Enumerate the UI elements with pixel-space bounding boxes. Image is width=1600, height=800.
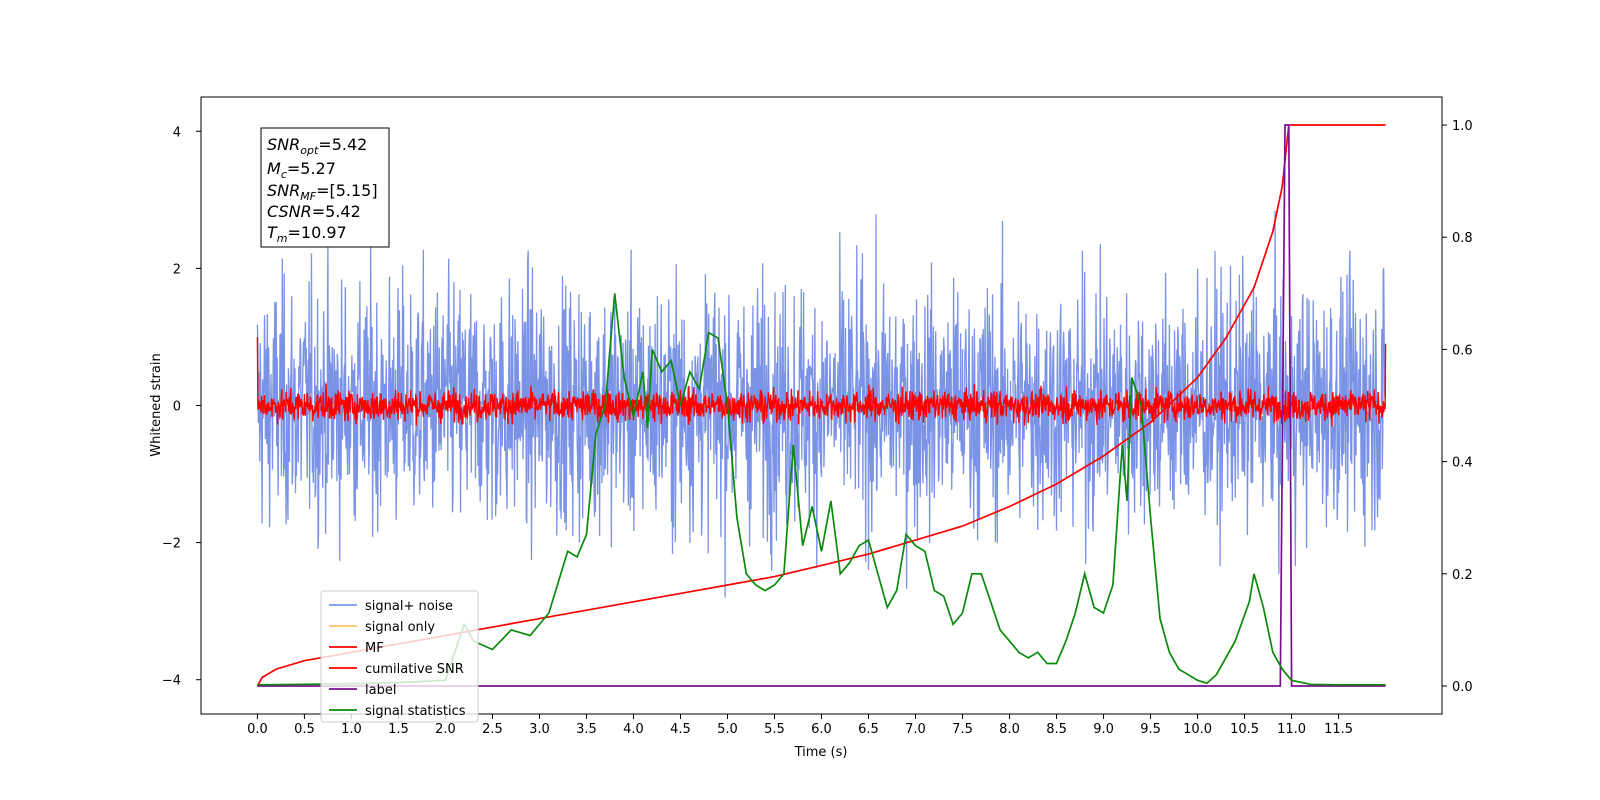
x-tick-label: 0.0: [247, 722, 268, 737]
x-tick-label: 6.0: [811, 722, 832, 737]
series-label: [257, 124, 1386, 687]
x-tick-label: 9.0: [1093, 722, 1114, 737]
y-left-tick-label: 4: [173, 125, 181, 140]
x-tick-label: 8.5: [1046, 722, 1067, 737]
annotation-box: SNRopt=5.42 Mc=5.27 SNRMF=[5.15] CSNR=5.…: [260, 127, 390, 248]
y-left-tick-label: −4: [162, 674, 181, 689]
legend-label: MF: [365, 641, 384, 656]
x-tick-label: 10.0: [1183, 722, 1212, 737]
annotation-snr-opt: SNRopt=5.42: [267, 135, 367, 157]
x-tick-label: 8.0: [999, 722, 1020, 737]
annotation-csnr: CSNR=5.42: [267, 202, 361, 221]
legend-label: cumilative SNR: [365, 662, 464, 677]
x-tick-label: 6.5: [858, 722, 879, 737]
series-mf: [256, 336, 1387, 427]
x-tick-label: 7.0: [905, 722, 926, 737]
y-left-tick-label: 2: [173, 262, 181, 277]
x-tick-label: 10.5: [1230, 722, 1259, 737]
legend-box: [320, 590, 479, 723]
y-left-tick-label: −2: [162, 537, 181, 552]
x-tick-label: 2.5: [482, 722, 503, 737]
y-right-tick-label: 1.0: [1452, 119, 1473, 134]
annotation-mc: Mc=5.27: [267, 159, 336, 181]
x-tick-label: 5.0: [717, 722, 738, 737]
x-tick-label: 3.0: [529, 722, 550, 737]
y-right-tick-label: 0.6: [1452, 343, 1473, 358]
x-tick-label: 4.5: [670, 722, 691, 737]
annotation-snr-mf: SNRMF=[5.15]: [267, 181, 378, 203]
x-tick-label: 1.5: [388, 722, 409, 737]
x-tick-label: 11.5: [1324, 722, 1353, 737]
y-left-tick-label: 0: [173, 400, 181, 415]
legend-label: signal only: [365, 620, 435, 635]
x-tick-label: 9.5: [1140, 722, 1161, 737]
x-axis: 0.0 0.5 1.0 1.5 2.0 2.5 3.0 3.5 4.0 4.5 5.0 5.5 6.0 6…: [247, 714, 1353, 737]
y-axis-right: 1.0 0.8 0.6 0.4 0.2 0.0: [1442, 119, 1473, 695]
legend: signal+ noise signal only MF cumilative SNR…: [320, 590, 479, 723]
x-tick-label: 4.0: [623, 722, 644, 737]
x-tick-label: 11.0: [1277, 722, 1306, 737]
series-signal-statistics: [257, 293, 1386, 686]
y-right-tick-label: 0.2: [1452, 568, 1473, 583]
y-axis-label: Whitened strain: [149, 353, 164, 456]
y-axis-left: 4 2 0 −2 −4: [162, 125, 201, 689]
x-tick-label: 0.5: [294, 722, 315, 737]
legend-label: signal+ noise: [365, 599, 453, 614]
legend-label: label: [365, 683, 396, 698]
x-tick-label: 3.5: [576, 722, 597, 737]
y-right-tick-label: 0.0: [1452, 680, 1473, 695]
y-right-tick-label: 0.4: [1452, 456, 1473, 471]
x-axis-label: Time (s): [794, 745, 848, 760]
y-right-tick-label: 0.8: [1452, 231, 1473, 246]
x-tick-label: 5.5: [764, 722, 785, 737]
x-tick-label: 2.0: [435, 722, 456, 737]
x-tick-label: 1.0: [341, 722, 362, 737]
legend-label: signal statistics: [365, 704, 466, 719]
annotation-tm: Tm=10.97: [267, 223, 347, 245]
series-signal-noise: [256, 210, 1387, 598]
x-tick-label: 7.5: [952, 722, 973, 737]
